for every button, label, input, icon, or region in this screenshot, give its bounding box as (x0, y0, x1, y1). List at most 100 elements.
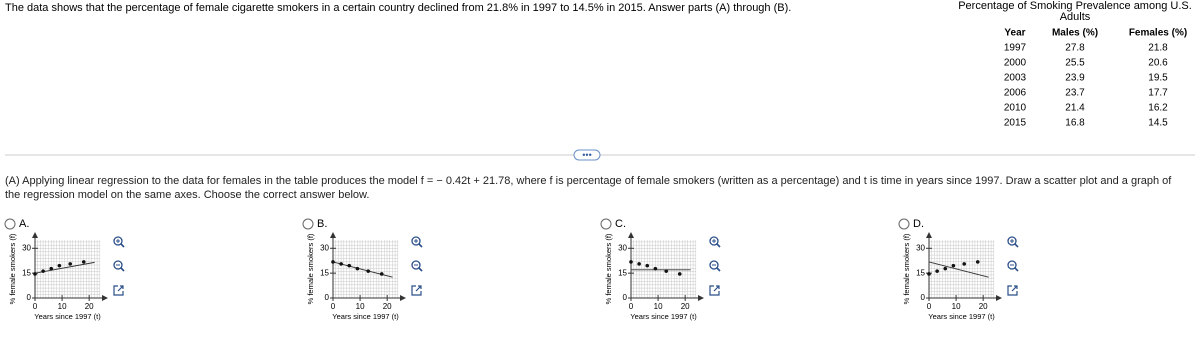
x-axis-label: Years since 1997 (t) (928, 312, 995, 321)
icon-handle (716, 267, 721, 272)
y-axis-label: % female smokers (f) (902, 233, 911, 304)
y-axis-label: % female smokers (f) (306, 233, 315, 304)
y-tick-label: 0 (623, 293, 628, 302)
icon-box (1007, 285, 1018, 296)
table-cell: 2006 (1004, 88, 1027, 99)
option-label: B. (317, 218, 327, 230)
regression-line (34, 261, 95, 274)
part-a: (A) Applying linear regression to the da… (5, 175, 1172, 201)
table-header: Males (%) (1052, 28, 1098, 39)
zoom-out[interactable] (709, 260, 721, 272)
table-cell: 2010 (1004, 103, 1027, 114)
y-tick-label: 0 (325, 293, 330, 302)
pop-out[interactable] (113, 285, 124, 296)
zoom-in[interactable] (411, 236, 423, 248)
data-point (975, 260, 980, 264)
data-point (962, 262, 967, 266)
table-cell: 16.2 (1148, 103, 1168, 114)
zoom-out[interactable] (113, 260, 125, 272)
zoom-in[interactable] (113, 236, 125, 248)
zoom-out[interactable] (411, 260, 423, 272)
option-label: A. (19, 218, 29, 230)
icon-lens (113, 260, 123, 270)
icon-handle (1014, 243, 1019, 248)
radio[interactable] (302, 218, 314, 230)
data-point (57, 263, 62, 268)
data-point (81, 260, 86, 264)
y-arrow (926, 232, 932, 238)
icon-arrow (117, 285, 124, 292)
icon-arrow (415, 285, 422, 292)
icon-lens (411, 260, 421, 270)
expand-button[interactable] (573, 149, 601, 161)
table-cell: 21.8 (1148, 43, 1168, 54)
data-point (943, 266, 948, 271)
table-cell: 23.9 (1065, 73, 1085, 84)
y-tick-label: 30 (320, 243, 329, 252)
table-cell: 21.4 (1065, 103, 1085, 114)
icon-lens (709, 260, 719, 270)
table-cell: 27.8 (1065, 43, 1085, 54)
y-tick-label: 15 (22, 268, 31, 277)
x-tick-label: 10 (952, 302, 961, 311)
x-arrow (996, 295, 1002, 301)
x-tick-label: 10 (356, 302, 365, 311)
pop-out[interactable] (411, 285, 422, 296)
icon-handle (1014, 267, 1019, 272)
y-tick-label: 15 (916, 268, 925, 277)
x-tick-label: 20 (383, 302, 392, 311)
y-tick-label: 30 (916, 243, 925, 252)
pop-out[interactable] (709, 285, 720, 296)
x-arrow (102, 295, 108, 301)
table-cell: 2000 (1004, 58, 1027, 69)
data-point (49, 266, 54, 271)
data-point (41, 269, 45, 273)
y-axis-label: % female smokers (f) (8, 233, 17, 304)
table-header: Year (1004, 28, 1025, 39)
radio[interactable] (898, 218, 910, 230)
zoom-in[interactable] (1007, 236, 1019, 248)
x-tick-label: 20 (681, 302, 690, 311)
x-tick-label: 0 (927, 302, 932, 311)
option-label: C. (615, 218, 626, 230)
y-tick-label: 30 (22, 243, 31, 252)
x-tick-label: 20 (979, 302, 988, 311)
table-title-line: Percentage of Smoking Prevalence among U… (958, 0, 1192, 12)
zoom-in[interactable] (709, 236, 721, 248)
y-tick-label: 15 (618, 268, 627, 277)
radio[interactable] (4, 218, 16, 230)
data-point (664, 269, 669, 273)
icon-handle (120, 267, 125, 272)
x-tick-label: 10 (654, 302, 663, 311)
table-header: Females (%) (1129, 28, 1187, 39)
icon-handle (716, 243, 721, 248)
zoom-out[interactable] (1007, 260, 1019, 272)
radio[interactable] (600, 218, 612, 230)
icon-lens (709, 236, 719, 246)
data-point (33, 272, 37, 276)
x-axis-label: Years since 1997 (t) (630, 312, 697, 321)
icon-handle (418, 267, 423, 272)
y-axis-label: % female smokers (f) (604, 233, 613, 304)
data-point (629, 260, 633, 264)
table-title-line: Adults (1060, 11, 1091, 23)
icon-arrow (1011, 285, 1018, 292)
data-point (339, 262, 343, 266)
table-cell: 2003 (1004, 73, 1027, 84)
table-cell: 23.7 (1065, 88, 1085, 99)
option-label: D. (913, 218, 924, 230)
data-point (637, 262, 641, 266)
x-axis-label: Years since 1997 (t) (34, 312, 101, 321)
pop-out[interactable] (1007, 285, 1018, 296)
table-cell: 16.8 (1065, 118, 1085, 129)
table-cell: 2015 (1004, 118, 1027, 129)
y-tick-label: 15 (320, 268, 329, 277)
icon-box (113, 285, 124, 296)
question: The data shows that the percentage of fe… (5, 2, 791, 14)
